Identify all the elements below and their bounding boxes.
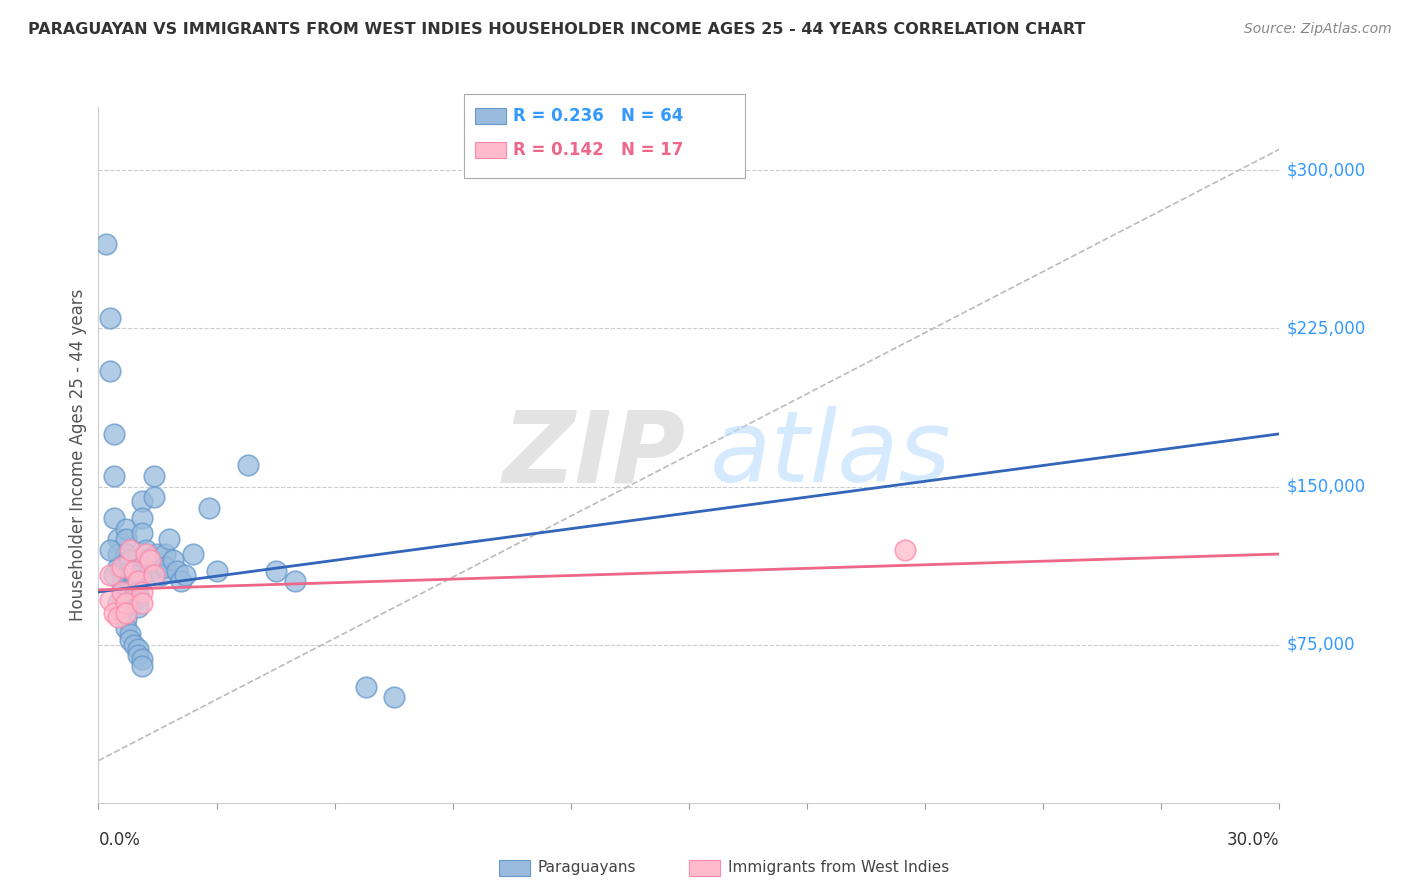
Point	[96, 237, 118, 252]
Point	[197, 500, 219, 515]
Point	[174, 568, 197, 582]
Point	[131, 652, 153, 666]
Text: $300,000: $300,000	[1286, 161, 1365, 179]
Point	[131, 585, 153, 599]
Point	[118, 553, 141, 567]
Point	[382, 690, 405, 705]
Point	[138, 564, 160, 578]
Point	[354, 680, 377, 694]
Point	[155, 559, 177, 574]
Point	[103, 511, 125, 525]
Point	[127, 599, 149, 614]
Point	[127, 585, 149, 599]
Point	[138, 551, 160, 566]
Point	[111, 585, 134, 599]
Point	[111, 576, 134, 591]
Point	[264, 564, 287, 578]
Point	[122, 579, 145, 593]
Point	[127, 591, 149, 606]
Point	[107, 547, 129, 561]
Point	[131, 511, 153, 525]
Point	[98, 542, 121, 557]
Text: 0.0%: 0.0%	[98, 830, 141, 848]
Point	[284, 574, 307, 589]
Point	[118, 564, 141, 578]
Point	[115, 522, 138, 536]
Point	[131, 595, 153, 609]
Text: 30.0%: 30.0%	[1227, 830, 1279, 848]
Point	[115, 621, 138, 635]
Text: Paraguayans: Paraguayans	[537, 860, 636, 874]
Text: Immigrants from West Indies: Immigrants from West Indies	[728, 860, 949, 874]
Point	[135, 542, 157, 557]
Point	[115, 533, 138, 547]
Text: atlas: atlas	[710, 407, 952, 503]
Point	[111, 606, 134, 620]
Point	[131, 658, 153, 673]
Point	[111, 570, 134, 584]
Text: $150,000: $150,000	[1286, 477, 1365, 496]
Point	[157, 533, 180, 547]
Point	[103, 568, 125, 582]
Point	[155, 547, 177, 561]
Point	[98, 363, 121, 377]
Text: R = 0.236   N = 64: R = 0.236 N = 64	[513, 107, 683, 125]
Point	[98, 310, 121, 325]
Point	[122, 638, 145, 652]
Point	[115, 595, 138, 609]
Point	[111, 559, 134, 574]
Point	[131, 494, 153, 508]
Point	[170, 574, 193, 589]
Point	[118, 627, 141, 641]
Point	[150, 568, 173, 582]
Point	[118, 633, 141, 648]
Point	[115, 612, 138, 626]
Point	[135, 547, 157, 561]
Text: R = 0.142   N = 17: R = 0.142 N = 17	[513, 141, 683, 159]
Point	[162, 553, 184, 567]
Point	[98, 568, 121, 582]
Point	[98, 593, 121, 607]
Point	[118, 542, 141, 557]
Point	[181, 547, 204, 561]
Point	[107, 595, 129, 609]
Point	[127, 574, 149, 589]
Point	[131, 525, 153, 540]
Point	[103, 426, 125, 441]
Text: $75,000: $75,000	[1286, 636, 1355, 654]
Point	[111, 564, 134, 578]
Point	[236, 458, 259, 473]
Point	[122, 589, 145, 603]
Point	[142, 490, 165, 504]
Point	[127, 641, 149, 656]
Point	[107, 533, 129, 547]
Point	[127, 648, 149, 663]
Point	[166, 564, 188, 578]
Point	[138, 553, 160, 567]
Point	[205, 564, 228, 578]
Point	[118, 574, 141, 589]
Point	[894, 542, 917, 557]
Point	[103, 469, 125, 483]
Text: PARAGUAYAN VS IMMIGRANTS FROM WEST INDIES HOUSEHOLDER INCOME AGES 25 - 44 YEARS : PARAGUAYAN VS IMMIGRANTS FROM WEST INDIE…	[28, 22, 1085, 37]
Text: ZIP: ZIP	[503, 407, 686, 503]
Point	[122, 568, 145, 582]
Point	[115, 559, 138, 574]
Point	[107, 610, 129, 624]
Point	[146, 559, 169, 574]
Point	[115, 547, 138, 561]
Point	[142, 568, 165, 582]
Point	[142, 469, 165, 483]
Y-axis label: Householder Income Ages 25 - 44 years: Householder Income Ages 25 - 44 years	[69, 289, 87, 621]
Point	[122, 564, 145, 578]
Point	[103, 606, 125, 620]
Text: Source: ZipAtlas.com: Source: ZipAtlas.com	[1244, 22, 1392, 37]
Text: $225,000: $225,000	[1286, 319, 1365, 337]
Point	[107, 559, 129, 574]
Point	[115, 606, 138, 620]
Point	[146, 547, 169, 561]
